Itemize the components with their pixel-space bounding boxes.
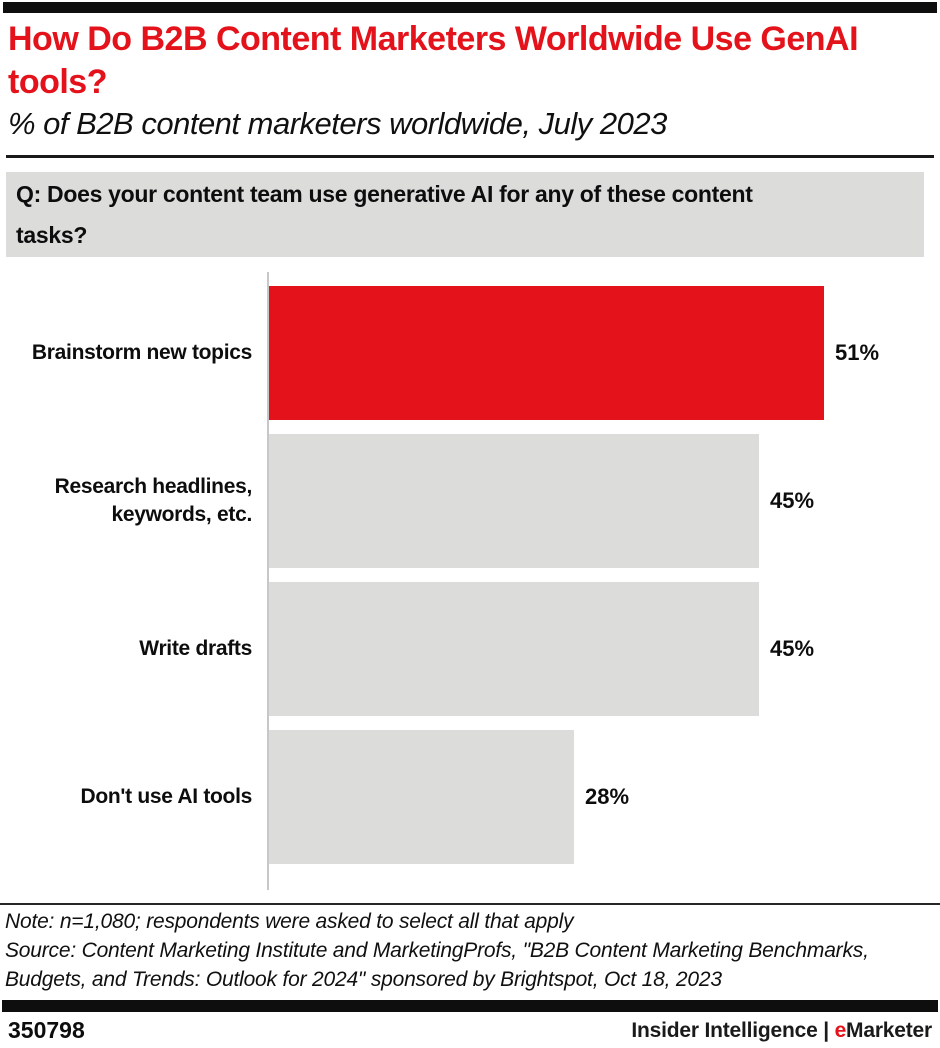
category-label: Research headlines, keywords, etc.: [54, 475, 253, 526]
question-line-2: tasks?: [16, 222, 88, 248]
brand-separator: |: [817, 1019, 835, 1042]
question-line-1: Q: Does your content team use generative…: [16, 181, 753, 207]
top-black-bar: [3, 2, 937, 13]
category-label: Brainstorm new topics: [31, 341, 252, 364]
value-label: 45%: [770, 636, 815, 661]
brand-insider-intelligence: Insider Intelligence: [631, 1019, 818, 1042]
page-title: How Do B2B Content Marketers Worldwide U…: [8, 20, 859, 101]
category-label: Write drafts: [139, 637, 252, 660]
bar-row: Research headlines, keywords, etc. 45%: [0, 434, 940, 568]
brand-emarketer-e: e: [834, 1019, 847, 1042]
bar: [269, 730, 574, 864]
question-box: Q: Does your content team use generative…: [6, 172, 924, 257]
value-label: 28%: [585, 784, 630, 809]
value-label: 45%: [770, 488, 815, 513]
page-subtitle: % of B2B content marketers worldwide, Ju…: [8, 106, 667, 141]
bar-chart: Brainstorm new topics 51% Research headlin…: [0, 272, 940, 897]
bar-row: Write drafts 45%: [0, 582, 940, 716]
y-axis-line: [267, 272, 269, 890]
note-text: Note: n=1,080; respondents were asked to…: [5, 910, 574, 933]
value-label: 51%: [835, 340, 880, 365]
source-text: Source: Content Marketing Institute and …: [5, 939, 869, 991]
bar: [269, 434, 759, 568]
brand-emarketer-rest: Marketer: [846, 1019, 932, 1042]
bar-row: Don't use AI tools 28%: [0, 730, 940, 864]
footer-divider: [0, 903, 940, 905]
bottom-black-bar: [2, 1000, 938, 1012]
bar-row: Brainstorm new topics 51%: [0, 286, 940, 420]
bar: [269, 286, 824, 420]
category-label: Don't use AI tools: [80, 785, 253, 808]
notes-block: Note: n=1,080; respondents were asked to…: [5, 907, 934, 994]
header-divider: [6, 155, 934, 158]
bar: [269, 582, 759, 716]
chart-id: 350798: [8, 1017, 85, 1043]
brand-logo: Insider Intelligence | eMarketer: [631, 1019, 932, 1043]
